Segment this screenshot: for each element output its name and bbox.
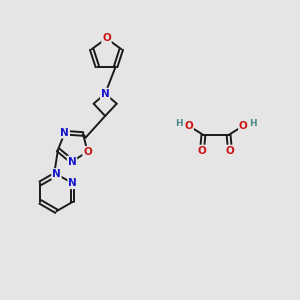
Text: H: H [249, 119, 256, 128]
Text: O: O [184, 121, 193, 131]
Text: N: N [52, 169, 61, 179]
Text: O: O [226, 146, 234, 155]
Text: N: N [68, 157, 76, 166]
Text: N: N [60, 128, 69, 138]
Text: H: H [176, 119, 183, 128]
Text: O: O [83, 147, 92, 157]
Text: N: N [101, 88, 110, 99]
Text: O: O [102, 33, 111, 43]
Text: O: O [239, 121, 248, 131]
Text: O: O [198, 146, 206, 155]
Text: N: N [68, 178, 77, 188]
